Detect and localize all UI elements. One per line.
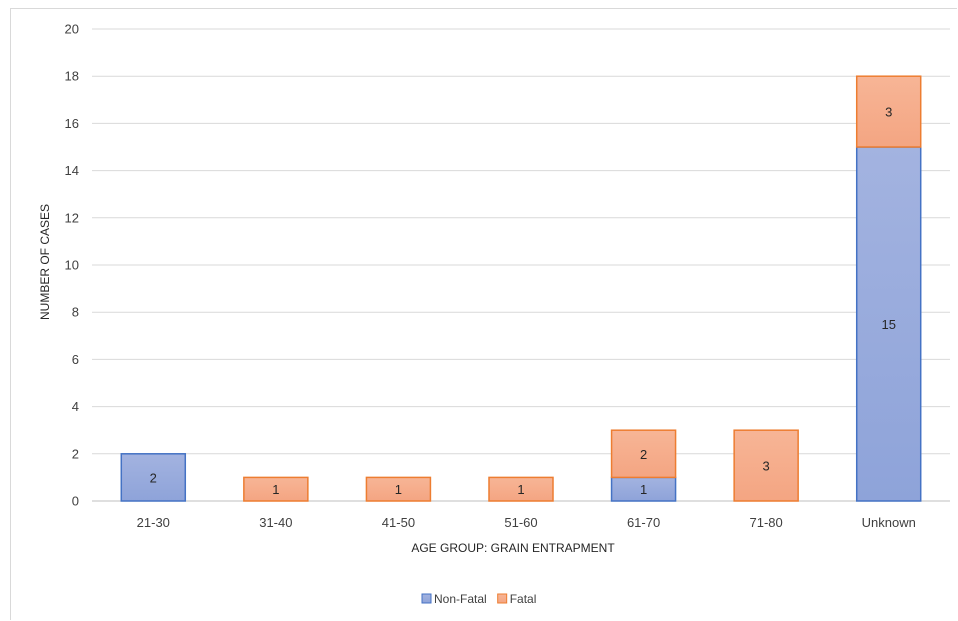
bar-fatal-61-70 (610, 429, 677, 479)
bar-fatal-41-50 (365, 476, 432, 502)
x-tick-label: Unknown (862, 515, 916, 530)
y-tick-label: 0 (72, 494, 79, 509)
y-tick-label: 14 (65, 163, 79, 178)
bar-non-fatal-unknown (855, 146, 922, 502)
data-label: 2 (640, 447, 647, 462)
bar-fatal-71-80 (733, 429, 799, 502)
bar-fatal-31-40 (243, 476, 309, 502)
bar-non-fatal-21-30 (120, 453, 187, 502)
x-tick-label: 21-30 (137, 515, 170, 530)
chart-frame (10, 8, 957, 620)
x-tick-label: 31-40 (259, 515, 292, 530)
y-axis-ticks: 0 2 4 6 8 10 12 14 16 18 20 (65, 22, 79, 509)
data-label: 1 (272, 482, 279, 497)
data-label: 1 (640, 482, 647, 497)
legend-item-fatal: Fatal (497, 592, 537, 606)
data-label: 3 (885, 105, 892, 120)
y-tick-label: 6 (72, 352, 79, 367)
bar-fatal-51-60 (488, 476, 554, 502)
legend: Non-Fatal Fatal (421, 592, 537, 606)
y-tick-label: 12 (65, 210, 79, 225)
gridlines (92, 28, 950, 502)
y-tick-label: 4 (72, 399, 79, 414)
x-tick-label: 51-60 (504, 515, 537, 530)
x-tick-label: 41-50 (382, 515, 415, 530)
y-tick-label: 10 (65, 258, 79, 273)
y-axis-title: NUMBER OF CASES (38, 204, 52, 320)
x-axis-ticks: 21-30 31-40 41-50 51-60 61-70 71-80 Unknown (137, 515, 916, 530)
data-labels: 2 1 1 1 1 2 3 15 3 (150, 105, 896, 498)
bars (120, 75, 922, 502)
legend-swatch (497, 593, 508, 604)
bar-fatal-unknown (855, 75, 922, 148)
y-tick-label: 8 (72, 305, 79, 320)
legend-item-non-fatal: Non-Fatal (421, 592, 487, 606)
legend-swatch (421, 593, 432, 604)
y-tick-label: 2 (72, 446, 79, 461)
y-tick-label: 20 (65, 22, 79, 37)
data-label: 1 (395, 482, 402, 497)
data-label: 3 (763, 459, 770, 474)
x-tick-label: 61-70 (627, 515, 660, 530)
x-axis-title: AGE GROUP: GRAIN ENTRAPMENT (411, 541, 615, 555)
x-tick-label: 71-80 (750, 515, 783, 530)
data-label: 1 (517, 482, 524, 497)
y-tick-label: 18 (65, 69, 79, 84)
y-tick-label: 16 (65, 116, 79, 131)
legend-label: Non-Fatal (434, 592, 487, 606)
legend-label: Fatal (510, 592, 537, 606)
data-label: 2 (150, 470, 157, 485)
data-label: 15 (881, 317, 895, 332)
